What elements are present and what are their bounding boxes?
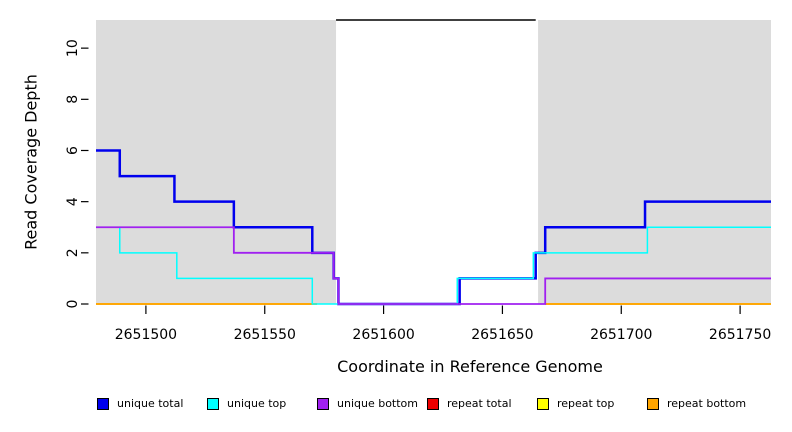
legend-swatch-repeat-bottom <box>647 397 659 410</box>
legend: unique total unique top unique bottom repea… <box>97 397 746 410</box>
x-axis-tick-label: 2651650 <box>471 327 533 343</box>
legend-item-unique-total: unique total <box>97 397 207 410</box>
y-axis-tick-label: 0 <box>65 300 81 309</box>
legend-swatch-unique-total <box>97 397 109 410</box>
legend-label-repeat-bottom: repeat bottom <box>667 397 747 410</box>
x-axis-tick-label: 2651700 <box>590 327 652 343</box>
y-axis-tick-label: 4 <box>65 197 81 206</box>
legend-label-repeat-top: repeat top <box>557 397 615 410</box>
legend-item-repeat-total: repeat total <box>427 397 537 410</box>
legend-item-repeat-top: repeat top <box>537 397 647 410</box>
left-unique-region <box>96 20 337 305</box>
y-axis-tick-label: 10 <box>65 39 81 57</box>
y-axis-tick-label: 8 <box>65 95 81 104</box>
series-unique-bottom <box>96 226 771 305</box>
y-axis-tick-label: 6 <box>65 146 81 155</box>
legend-swatch-repeat-total <box>427 397 439 410</box>
legend-item-repeat-bottom: repeat bottom <box>647 397 746 410</box>
x-axis-tick-label: 2651600 <box>352 327 414 343</box>
legend-item-unique-top: unique top <box>207 397 317 410</box>
x-axis-tick-label: 2651750 <box>709 327 771 343</box>
x-axis-tick-label: 2651550 <box>234 327 296 343</box>
legend-swatch-unique-top <box>207 397 219 410</box>
legend-label-unique-bottom: unique bottom <box>337 397 419 410</box>
legend-swatch-unique-bottom <box>317 397 329 410</box>
legend-item-unique-bottom: unique bottom <box>317 397 427 410</box>
y-axis-tick-label: 2 <box>65 248 81 257</box>
x-axis-tick-label: 2651500 <box>115 327 177 343</box>
legend-swatch-repeat-top <box>537 397 549 410</box>
legend-label-repeat-total: repeat total <box>447 397 512 410</box>
legend-label-unique-total: unique total <box>117 397 184 410</box>
legend-label-unique-top: unique top <box>227 397 287 410</box>
right-unique-region <box>538 20 771 305</box>
y-axis-title: Read Coverage Depth <box>21 74 41 250</box>
x-axis-title: Coordinate in Reference Genome <box>337 357 603 376</box>
